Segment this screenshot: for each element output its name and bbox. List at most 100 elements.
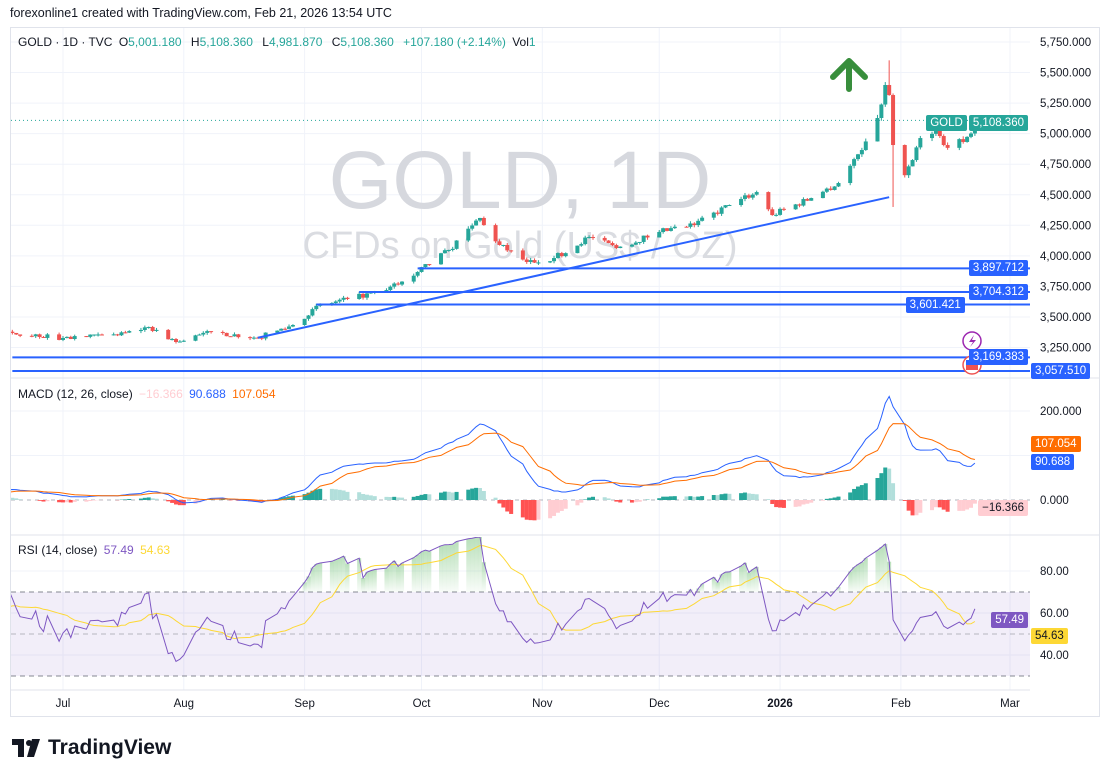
candle[interactable] [552,255,557,264]
candle[interactable] [470,223,475,231]
candle[interactable] [532,258,537,264]
candle[interactable] [524,257,529,264]
candle[interactable] [618,246,623,249]
candle[interactable] [154,327,159,332]
candle[interactable] [805,197,810,202]
candle[interactable] [520,248,525,261]
candle[interactable] [287,324,292,330]
candle[interactable] [766,191,771,212]
candle[interactable] [166,328,171,340]
rsi-pane[interactable] [0,537,976,739]
candle[interactable] [528,257,533,265]
candle[interactable] [427,264,432,266]
candle[interactable] [236,333,241,339]
price-pane[interactable] [6,60,1030,344]
candle[interactable] [684,225,689,228]
candle[interactable] [29,334,34,338]
candle[interactable] [832,186,837,191]
candle[interactable] [396,281,401,286]
candle[interactable] [902,144,907,178]
candle[interactable] [559,251,564,258]
rsi-line[interactable] [0,537,976,739]
candle[interactable] [863,138,868,151]
candle[interactable] [501,244,506,247]
candle[interactable] [665,228,670,232]
candle[interactable] [439,252,444,265]
candle[interactable] [177,340,182,343]
candle[interactable] [209,331,214,334]
candle[interactable] [415,271,420,278]
candle[interactable] [930,131,935,142]
candle[interactable] [579,242,584,247]
candle[interactable] [6,330,10,336]
candle[interactable] [493,223,498,243]
candle[interactable] [750,193,755,200]
horizontal-lines[interactable] [12,267,1030,373]
candle[interactable] [446,249,451,252]
candle[interactable] [672,224,677,229]
candle[interactable] [700,215,705,222]
macd-signal-line[interactable] [0,423,976,502]
candle[interactable] [746,193,751,199]
candle[interactable] [509,250,514,253]
candle[interactable] [505,243,510,253]
candle[interactable] [193,334,198,342]
candle[interactable] [41,335,46,338]
candle[interactable] [692,222,697,228]
candle[interactable] [400,281,405,286]
candle[interactable] [820,190,825,199]
rsi-title[interactable]: RSI (14, close) [18,543,98,557]
candle[interactable] [809,197,814,201]
candle[interactable] [715,210,720,216]
candle[interactable] [64,336,69,339]
macd-pane[interactable] [0,395,977,521]
candle[interactable] [99,333,104,336]
candle[interactable] [852,157,857,169]
candle[interactable] [341,295,346,302]
candle[interactable] [629,243,634,248]
candle[interactable] [72,334,77,341]
candle[interactable] [220,330,225,335]
candle[interactable] [961,136,966,144]
candle[interactable] [859,147,864,157]
candle[interactable] [614,243,619,249]
candle[interactable] [96,332,101,337]
macd-line[interactable] [0,395,976,504]
candle[interactable] [283,327,288,331]
candle[interactable] [454,240,459,250]
candle[interactable] [957,138,962,151]
candle[interactable] [606,240,611,244]
candle[interactable] [641,235,646,244]
macd-legend[interactable]: MACD (12, 26, close) −16.366 90.688 107.… [18,387,279,401]
candle[interactable] [739,196,744,207]
candle[interactable] [883,82,888,107]
candle[interactable] [181,339,186,342]
candle[interactable] [891,93,896,207]
candle[interactable] [61,335,65,342]
candle[interactable] [575,245,580,254]
candle[interactable] [801,197,806,207]
candle[interactable] [205,329,210,335]
candle[interactable] [228,336,233,338]
candle[interactable] [661,227,666,234]
candle[interactable] [610,241,615,247]
candle[interactable] [824,187,829,194]
candle[interactable] [910,159,915,167]
candle[interactable] [442,248,447,254]
candle[interactable] [450,246,455,252]
candle[interactable] [290,324,295,328]
symbol-name[interactable]: GOLD · 1D · TVC [18,35,113,49]
candle[interactable] [345,296,350,301]
candle[interactable] [170,337,175,341]
candle[interactable] [127,330,132,334]
candle[interactable] [645,234,650,240]
candle[interactable] [115,333,120,337]
candle[interactable] [201,331,206,337]
candle[interactable] [555,252,560,259]
candle[interactable] [68,335,73,340]
candle[interactable] [10,329,15,335]
candle[interactable] [875,114,880,142]
candle[interactable] [774,213,779,217]
candle[interactable] [111,332,116,336]
